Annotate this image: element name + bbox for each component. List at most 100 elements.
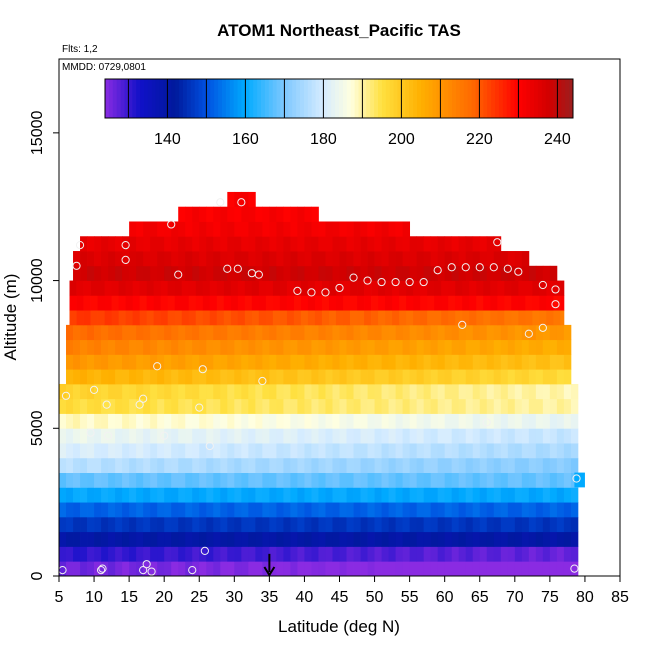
heatmap-cell bbox=[122, 487, 130, 503]
heatmap-cell bbox=[206, 443, 214, 459]
heatmap-cell bbox=[528, 369, 537, 385]
heatmap-cell bbox=[304, 472, 312, 488]
heatmap-cell bbox=[143, 487, 151, 503]
colorbar-segment bbox=[331, 79, 336, 118]
heatmap-cell bbox=[129, 413, 137, 429]
heatmap-cell bbox=[178, 398, 186, 414]
colorbar-segment bbox=[506, 79, 512, 118]
heatmap-cell bbox=[451, 546, 460, 562]
heatmap-cell bbox=[535, 265, 544, 281]
heatmap-cell bbox=[486, 324, 495, 341]
heatmap-cell bbox=[248, 354, 256, 370]
heatmap-cell bbox=[339, 324, 347, 341]
heatmap-cell bbox=[73, 369, 81, 385]
colorbar-segment bbox=[280, 79, 285, 118]
heatmap-cell bbox=[493, 324, 502, 341]
heatmap-cell bbox=[335, 310, 344, 326]
x-tick-label: 40 bbox=[296, 589, 314, 606]
heatmap-cell bbox=[514, 413, 523, 429]
heatmap-cell bbox=[395, 472, 404, 488]
heatmap-cell bbox=[213, 531, 221, 547]
observation-point bbox=[198, 365, 207, 374]
heatmap-cell bbox=[279, 310, 288, 326]
heatmap-cell bbox=[388, 443, 396, 459]
heatmap-cell bbox=[476, 295, 484, 311]
heatmap-cell bbox=[549, 339, 558, 355]
heatmap-cell bbox=[269, 531, 277, 547]
heatmap-cell bbox=[220, 516, 228, 533]
heatmap-cell bbox=[360, 383, 368, 400]
heatmap-cell bbox=[160, 280, 169, 296]
heatmap-cell bbox=[283, 546, 291, 562]
colorbar-segment bbox=[167, 79, 172, 118]
heatmap-cell bbox=[381, 516, 389, 533]
heatmap-cell bbox=[192, 383, 200, 400]
heatmap-cell bbox=[346, 398, 354, 414]
observation-point bbox=[475, 263, 484, 272]
heatmap-cell bbox=[262, 236, 270, 252]
heatmap-cell bbox=[122, 413, 130, 429]
heatmap-cell bbox=[83, 310, 91, 326]
heatmap-cell bbox=[241, 487, 249, 503]
heatmap-cell bbox=[304, 383, 312, 400]
colorbar-segment bbox=[268, 79, 274, 118]
heatmap-cell bbox=[73, 413, 81, 429]
heatmap-cell bbox=[542, 457, 551, 473]
heatmap-cell bbox=[213, 516, 221, 533]
heatmap-cell bbox=[528, 398, 537, 414]
heatmap-cell bbox=[199, 413, 207, 429]
observation-point bbox=[551, 300, 560, 309]
heatmap-cell bbox=[272, 310, 281, 326]
heatmap-cell bbox=[129, 531, 137, 547]
heatmap-cell bbox=[80, 251, 88, 267]
observation-point bbox=[103, 431, 113, 440]
heatmap-cell bbox=[367, 472, 375, 488]
heatmap-cell bbox=[388, 487, 396, 503]
heatmap-cell bbox=[122, 531, 130, 547]
heatmap-cell bbox=[325, 221, 333, 237]
heatmap-cell bbox=[332, 339, 340, 355]
heatmap-cell bbox=[451, 443, 460, 459]
heatmap-cell bbox=[304, 265, 312, 281]
heatmap-cell bbox=[307, 310, 316, 326]
heatmap-cell bbox=[283, 265, 291, 281]
heatmap-cell bbox=[143, 502, 151, 518]
heatmap-cell bbox=[185, 221, 193, 237]
observation-point bbox=[377, 277, 386, 287]
heatmap-cell bbox=[73, 265, 81, 281]
observation-point bbox=[75, 241, 85, 250]
heatmap-cell bbox=[269, 354, 277, 370]
heatmap-cell bbox=[472, 339, 481, 355]
heatmap-cell bbox=[353, 251, 361, 267]
observation-point bbox=[139, 565, 148, 575]
heatmap-cell bbox=[360, 561, 368, 577]
heatmap-cell bbox=[378, 310, 386, 326]
heatmap-cell bbox=[402, 339, 411, 355]
heatmap-cell bbox=[549, 546, 558, 562]
heatmap-cell bbox=[311, 413, 319, 429]
heatmap-cell bbox=[556, 472, 565, 488]
heatmap-cell bbox=[381, 546, 389, 562]
heatmap-cell bbox=[206, 472, 214, 488]
heatmap-cell bbox=[395, 516, 404, 533]
heatmap-cell bbox=[367, 354, 375, 370]
heatmap-cell bbox=[535, 531, 544, 547]
heatmap-cell bbox=[367, 531, 375, 547]
heatmap-cell bbox=[178, 251, 186, 267]
chart-title: ATOM1 Northeast_Pacific TAS bbox=[217, 21, 461, 40]
x-tick-label: 80 bbox=[576, 589, 594, 606]
observation-point bbox=[147, 567, 156, 576]
heatmap-cell bbox=[521, 398, 530, 414]
heatmap-cell bbox=[94, 354, 102, 370]
heatmap-cell bbox=[381, 221, 389, 237]
heatmap-cell bbox=[465, 472, 474, 488]
heatmap-cell bbox=[101, 457, 109, 473]
heatmap-cell bbox=[276, 339, 284, 355]
colorbar-frame bbox=[104, 78, 574, 119]
heatmap-cell bbox=[563, 516, 572, 533]
heatmap-cell bbox=[122, 457, 130, 473]
observation-point bbox=[205, 441, 214, 451]
heatmap-cell bbox=[87, 398, 95, 414]
heatmap-cell bbox=[500, 428, 509, 444]
heatmap-cell bbox=[465, 251, 474, 267]
